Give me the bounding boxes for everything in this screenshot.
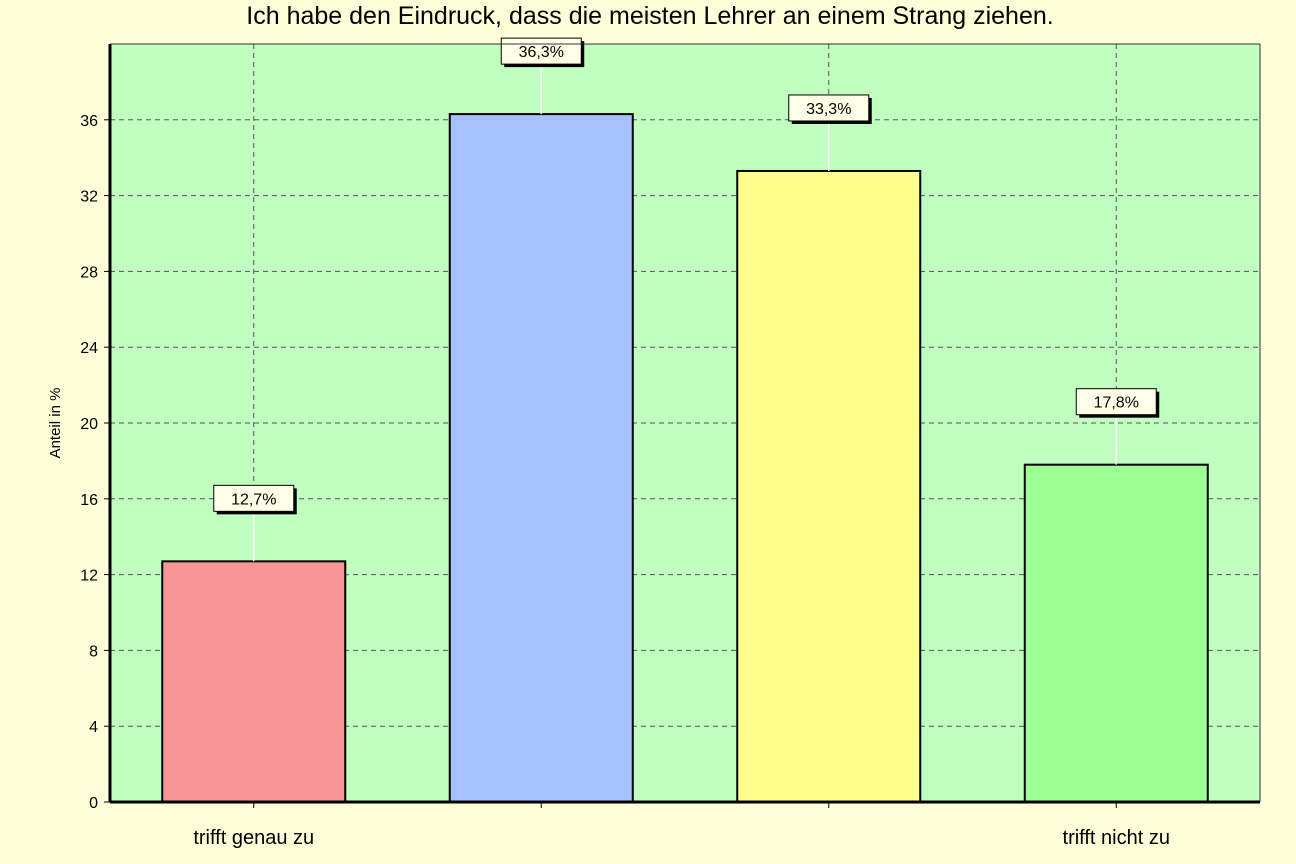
y-tick-label: 4 [89,719,98,736]
y-tick-label: 8 [89,643,98,660]
data-label: 36,3% [519,44,564,61]
x-tick-label: trifft nicht zu [1063,827,1170,849]
bar [161,560,347,804]
y-tick-label: 12 [80,568,98,585]
data-label: 12,7% [231,491,276,508]
data-label: 33,3% [806,101,851,118]
data-label-box [213,484,295,512]
y-tick-label: 20 [80,416,98,433]
bar [448,113,634,804]
data-label: 17,8% [1094,395,1139,412]
x-tick-label: trifft genau zu [193,827,314,849]
y-tick-label: 0 [89,795,98,812]
y-tick-label: 28 [80,264,98,281]
chart-title: Ich habe den Eindruck, dass die meisten … [246,2,1053,30]
y-tick-label: 32 [80,189,98,206]
bars [161,113,1209,804]
data-label-box [500,37,582,65]
y-axis-label: Anteil in % [47,388,64,459]
data-labels: 12,7% 36,3% 33,3% 17,8% [213,37,1160,562]
y-tick-label: 16 [80,492,98,509]
data-label-box [788,94,870,122]
y-tick-label: 24 [80,340,98,357]
bar [1023,463,1209,803]
data-label-box [1075,388,1157,416]
y-tick-label: 36 [80,113,98,130]
axes: 0 4 8 12 16 20 24 28 32 36 trifft genau zu trifft n… [80,43,1261,849]
bar [736,169,922,803]
